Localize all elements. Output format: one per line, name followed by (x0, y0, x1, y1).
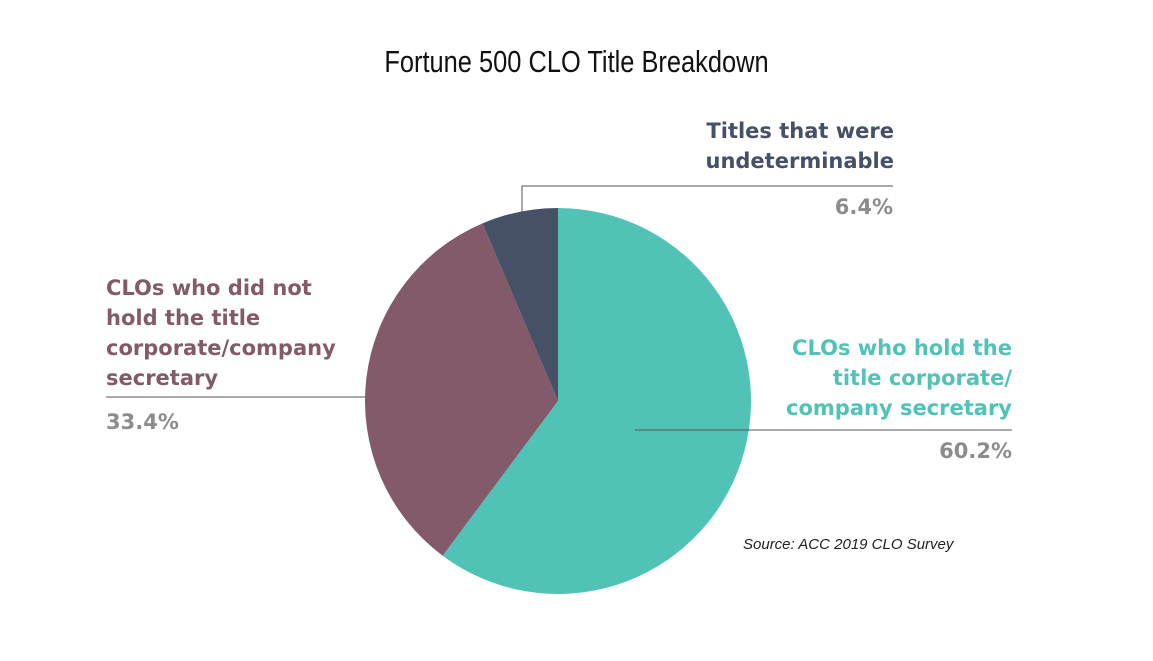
value-not-secretary: 33.4% (106, 410, 179, 434)
label-not-secretary: CLOs who did not hold the title corporat… (106, 276, 336, 390)
source-note: Source: ACC 2019 CLO Survey (743, 536, 954, 553)
value-undeterminable: 6.4% (834, 195, 893, 219)
slice-undeterminable (482, 208, 558, 401)
leader-line-undeterminable (521, 185, 893, 213)
chart-title: Fortune 500 CLO Title Breakdown (384, 44, 769, 79)
label-secretary: CLOs who hold the title corporate/ compa… (786, 336, 1012, 420)
label-undeterminable: Titles that were undeterminable (705, 119, 895, 173)
slice-not-secretary (364, 223, 558, 556)
slice-secretary (442, 208, 751, 594)
value-secretary: 60.2% (939, 439, 1012, 463)
